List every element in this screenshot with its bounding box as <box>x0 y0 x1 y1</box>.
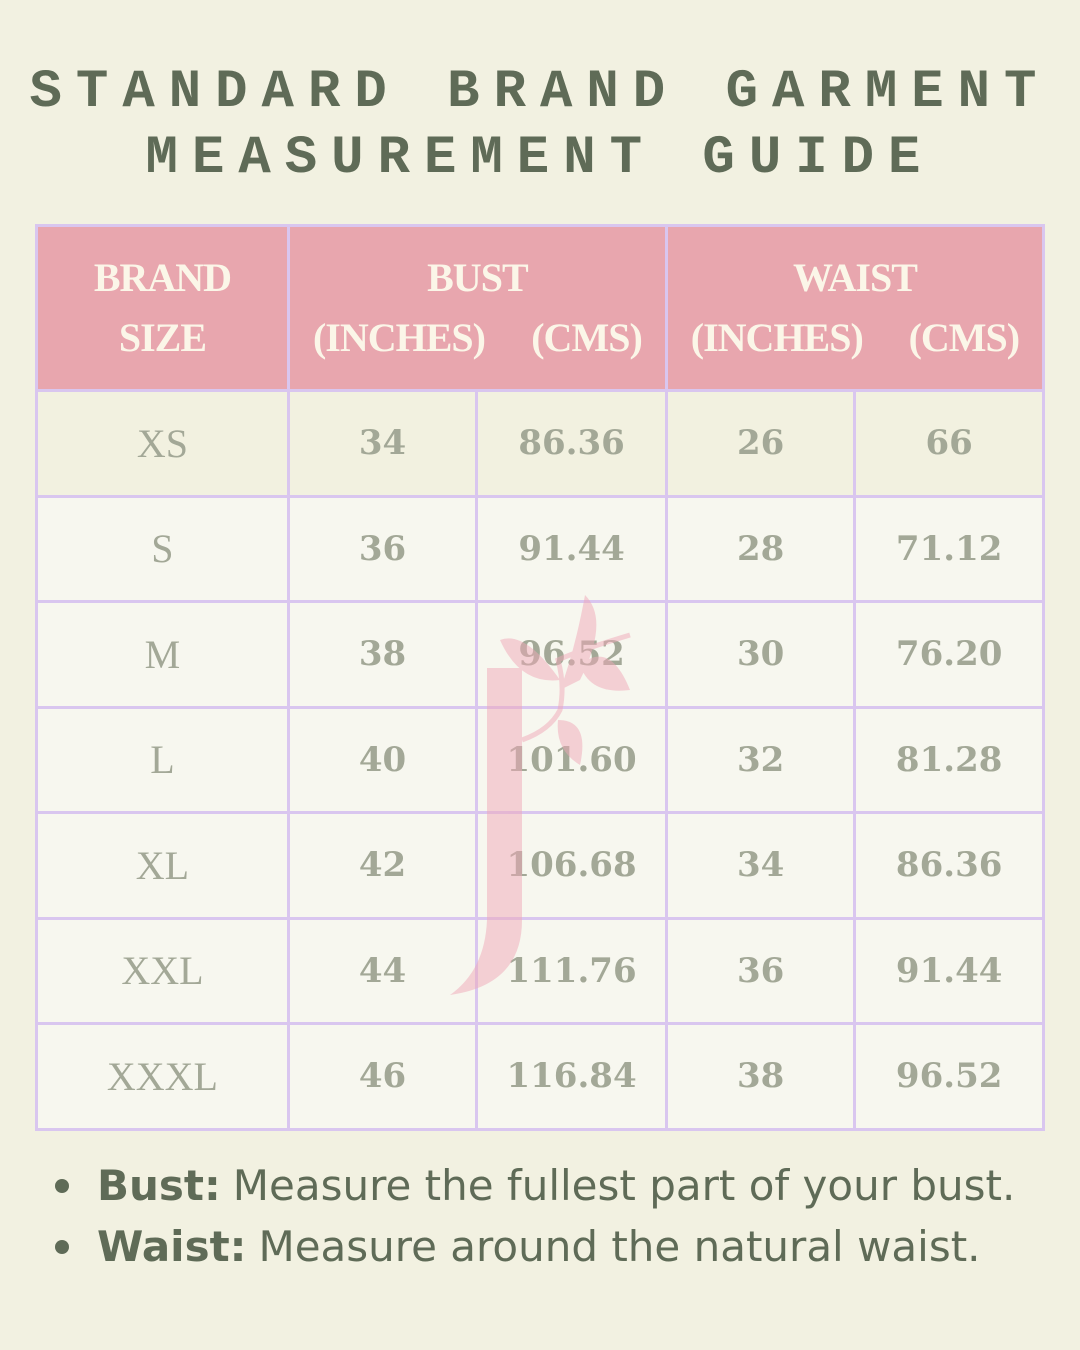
cell-bust-in: 42 <box>286 811 479 920</box>
table-row: S 36 91.44 28 71.12 <box>35 494 1045 603</box>
cell-waist-in: 32 <box>664 705 857 814</box>
cell-bust-cm: 91.44 <box>475 494 668 603</box>
note-text: Measure around the natural waist. <box>258 1222 981 1271</box>
note-label: Bust: <box>97 1161 221 1210</box>
cell-size: L <box>35 705 290 814</box>
cell-waist-cm: 71.12 <box>853 494 1045 603</box>
cell-waist-in: 26 <box>664 389 857 498</box>
cell-bust-cm: 106.68 <box>475 811 668 920</box>
measurement-notes: Bust: Measure the fullest part of your bu… <box>50 1155 1015 1277</box>
note-label: Waist: <box>97 1222 247 1271</box>
size-chart-table: BRAND SIZE BUST (INCHES) (CMS) WAIST (INCHES… <box>35 224 1046 1131</box>
cell-size: S <box>35 494 290 603</box>
cell-waist-cm: 86.36 <box>853 811 1045 920</box>
header-brand-size: BRAND SIZE <box>35 224 290 392</box>
cell-bust-in: 38 <box>286 600 479 709</box>
table-row: XS 34 86.36 26 66 <box>35 389 1045 498</box>
table-row: XXL 44 111.76 36 91.44 <box>35 916 1045 1025</box>
header-text: SIZE <box>118 315 207 360</box>
cell-bust-cm: 116.84 <box>475 1022 668 1131</box>
table-row: XL 42 106.68 34 86.36 <box>35 811 1045 920</box>
cell-waist-cm: 81.28 <box>853 705 1045 814</box>
cell-bust-in: 40 <box>286 705 479 814</box>
header-row: BRAND SIZE BUST (INCHES) (CMS) WAIST (INCHES… <box>35 224 1046 392</box>
cell-size: XXXL <box>35 1022 290 1131</box>
unit-cms: (CMS) <box>908 315 1021 360</box>
page-title-line-1: STANDARD BRAND GARMENT <box>29 62 1051 123</box>
header-waist: WAIST (INCHES) (CMS) <box>664 224 1046 392</box>
table-row: M 38 96.52 30 76.20 <box>35 600 1045 709</box>
cell-bust-cm: 101.60 <box>475 705 668 814</box>
cell-bust-in: 36 <box>286 494 479 603</box>
note-text: Measure the fullest part of your bust. <box>232 1161 1016 1210</box>
cell-size: M <box>35 600 290 709</box>
cell-waist-in: 30 <box>664 600 857 709</box>
unit-inches: (INCHES) <box>690 315 864 360</box>
cell-bust-cm: 86.36 <box>475 389 668 498</box>
header-text: BUST <box>427 255 529 300</box>
header-text: WAIST <box>792 255 918 300</box>
cell-bust-in: 34 <box>286 389 479 498</box>
table-row: XXXL 46 116.84 38 96.52 <box>35 1022 1045 1131</box>
unit-inches: (INCHES) <box>312 315 486 360</box>
cell-bust-cm: 111.76 <box>475 916 668 1025</box>
table-row: L 40 101.60 32 81.28 <box>35 705 1045 814</box>
cell-bust-in: 46 <box>286 1022 479 1131</box>
cell-waist-in: 34 <box>664 811 857 920</box>
cell-waist-cm: 66 <box>853 389 1045 498</box>
cell-waist-cm: 96.52 <box>853 1022 1045 1131</box>
header-bust: BUST (INCHES) (CMS) <box>286 224 668 392</box>
cell-waist-cm: 76.20 <box>853 600 1045 709</box>
note-bust: Bust: Measure the fullest part of your bu… <box>50 1155 1015 1216</box>
bullet-icon <box>55 1178 69 1193</box>
cell-size: XL <box>35 811 290 920</box>
unit-cms: (CMS) <box>531 315 643 360</box>
cell-waist-in: 38 <box>664 1022 857 1131</box>
cell-waist-in: 36 <box>664 916 857 1025</box>
cell-waist-cm: 91.44 <box>853 916 1045 1025</box>
header-text: BRAND <box>93 255 232 300</box>
cell-bust-cm: 96.52 <box>475 600 668 709</box>
note-waist: Waist: Measure around the natural waist. <box>50 1216 1015 1277</box>
cell-size: XXL <box>35 916 290 1025</box>
cell-size: XS <box>35 389 290 498</box>
cell-bust-in: 44 <box>286 916 479 1025</box>
bullet-icon <box>55 1239 69 1254</box>
cell-waist-in: 28 <box>664 494 857 603</box>
page-title-line-2: MEASUREMENT GUIDE <box>145 128 935 189</box>
